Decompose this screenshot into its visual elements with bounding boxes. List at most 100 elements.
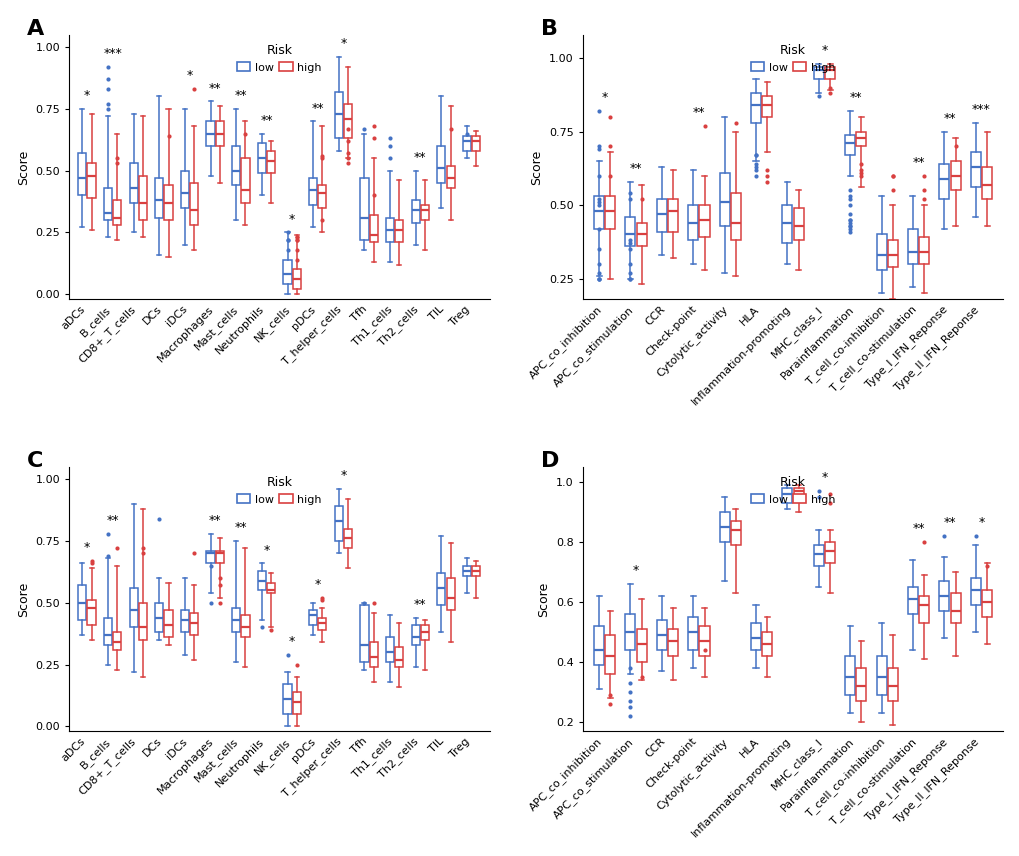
Bar <box>918 237 928 264</box>
Bar <box>129 163 138 203</box>
Text: *: * <box>314 578 321 591</box>
Legend: low, high: low, high <box>233 473 325 508</box>
Bar <box>437 574 445 605</box>
Bar <box>918 596 928 623</box>
Bar <box>950 593 960 623</box>
Bar <box>463 566 471 575</box>
Bar <box>232 146 240 186</box>
Bar <box>981 590 991 617</box>
Bar <box>667 629 678 657</box>
Bar <box>206 122 214 146</box>
Bar <box>782 488 792 502</box>
Bar <box>593 626 603 665</box>
Bar <box>625 614 635 651</box>
Text: **: ** <box>911 156 924 169</box>
Bar <box>104 618 112 645</box>
Bar <box>845 134 854 155</box>
Bar <box>232 608 240 633</box>
Bar <box>139 175 147 220</box>
Bar <box>907 229 917 264</box>
Bar <box>845 657 854 695</box>
Text: **: ** <box>692 106 704 119</box>
Bar <box>292 270 301 289</box>
Bar <box>104 188 112 220</box>
Bar <box>360 605 368 662</box>
Bar <box>856 132 865 146</box>
Bar <box>472 136 480 151</box>
Bar <box>593 196 603 229</box>
Bar <box>699 205 709 237</box>
Text: *: * <box>340 469 346 483</box>
Bar <box>292 692 301 714</box>
Bar <box>283 259 291 284</box>
Bar <box>472 566 480 575</box>
Text: *: * <box>288 213 294 226</box>
Bar <box>78 586 87 620</box>
Bar <box>421 625 429 639</box>
Bar <box>688 205 698 241</box>
Bar <box>215 551 224 563</box>
Bar <box>180 610 189 633</box>
Bar <box>981 167 991 199</box>
Bar <box>309 178 317 205</box>
Text: *: * <box>84 89 90 102</box>
Bar <box>343 529 352 549</box>
Bar <box>970 152 980 187</box>
Text: *: * <box>186 69 193 82</box>
Legend: low, high: low, high <box>747 40 838 76</box>
Text: *: * <box>633 564 639 578</box>
Bar <box>258 144 266 173</box>
Y-axis label: Score: Score <box>16 149 30 185</box>
Bar <box>190 613 198 635</box>
Bar <box>242 615 250 638</box>
Bar <box>242 158 250 203</box>
Bar <box>343 104 352 139</box>
Bar <box>421 205 429 220</box>
Bar <box>309 610 317 625</box>
Bar <box>334 92 342 139</box>
Bar <box>215 122 224 146</box>
Legend: low, high: low, high <box>233 40 325 76</box>
Bar <box>887 241 897 267</box>
Bar <box>155 178 163 217</box>
Bar <box>129 588 138 627</box>
Text: **: ** <box>849 92 861 104</box>
Bar <box>656 620 666 651</box>
Y-axis label: Score: Score <box>537 581 550 616</box>
Bar <box>385 638 393 662</box>
Bar <box>283 684 291 714</box>
Bar <box>164 186 172 220</box>
Bar <box>782 205 792 243</box>
Bar <box>412 200 420 223</box>
Text: **: ** <box>234 89 247 102</box>
Text: **: ** <box>943 112 955 125</box>
Bar <box>369 642 377 667</box>
Text: *: * <box>340 38 346 51</box>
Bar <box>155 603 163 633</box>
Bar <box>731 193 740 241</box>
Bar <box>267 583 275 593</box>
Text: *: * <box>288 635 294 648</box>
Bar <box>412 625 420 645</box>
Bar <box>190 183 198 225</box>
Bar <box>699 626 709 657</box>
Bar <box>667 199 678 232</box>
Text: ***: *** <box>971 104 989 116</box>
Bar <box>206 551 214 563</box>
Bar <box>78 153 87 195</box>
Text: **: ** <box>260 114 272 127</box>
Bar <box>636 629 646 663</box>
Text: *: * <box>820 45 826 57</box>
Text: C: C <box>26 451 43 471</box>
Bar <box>463 136 471 151</box>
Bar <box>88 600 96 625</box>
Text: **: ** <box>414 151 426 164</box>
Bar <box>813 545 823 566</box>
Bar <box>950 161 960 190</box>
Bar <box>258 571 266 591</box>
Text: *: * <box>820 472 826 484</box>
Bar <box>164 610 172 638</box>
Bar <box>907 587 917 614</box>
Text: **: ** <box>234 521 247 534</box>
Bar <box>750 93 760 122</box>
